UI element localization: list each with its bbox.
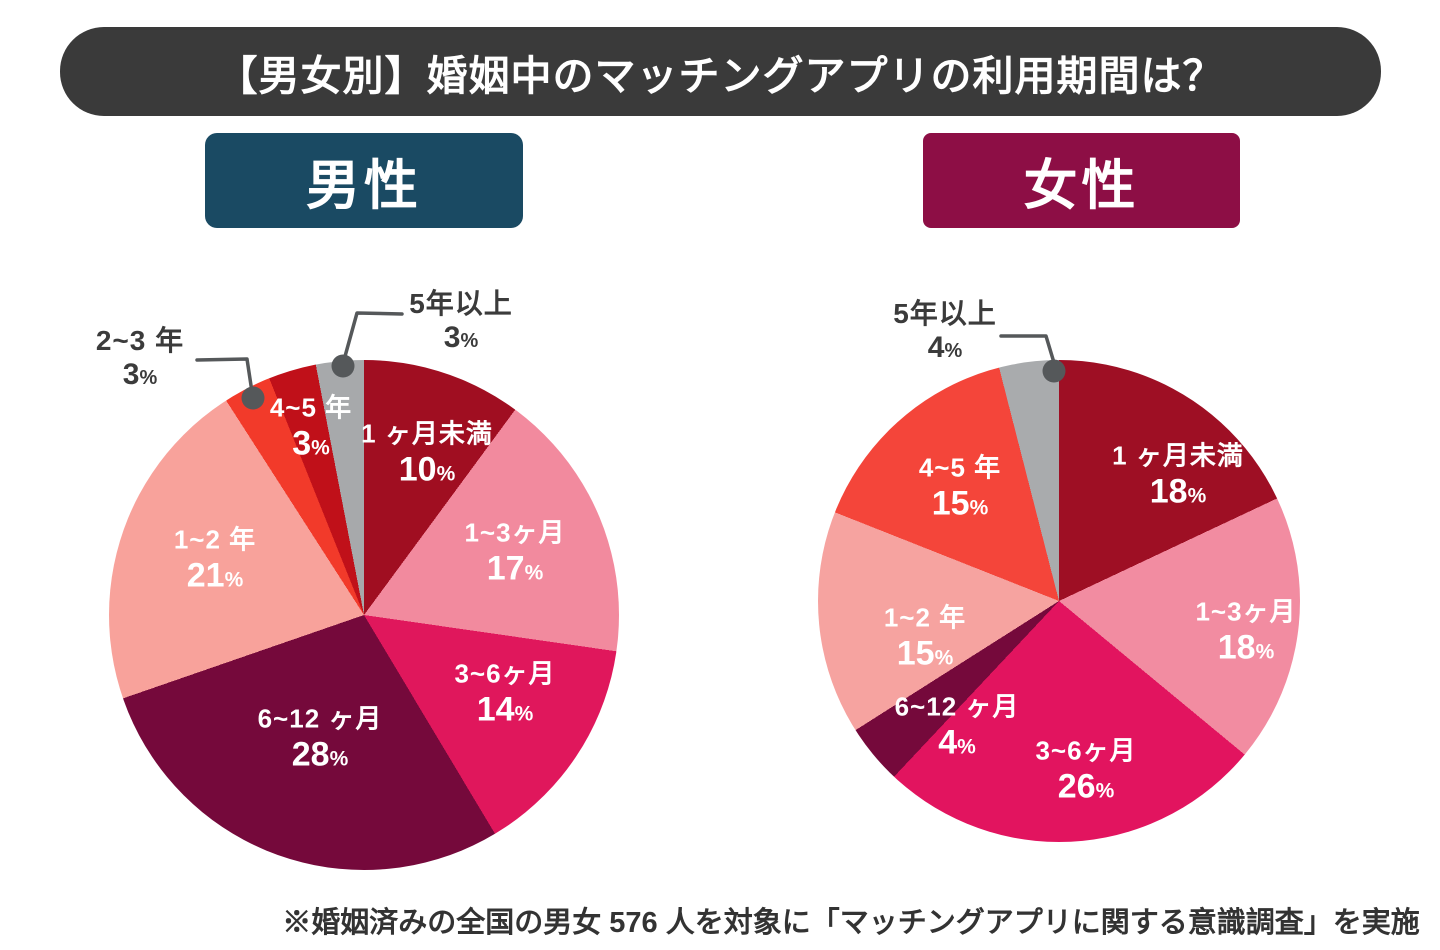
slice-label-male-0: 1 ヶ月未満 10% — [361, 419, 493, 490]
slice-name: 4~5 年 — [918, 452, 1002, 483]
survey-note: ※婚姻済みの全国の男女 576 人を対象に「マッチングアプリに関する意識調査」を… — [282, 907, 1420, 939]
slice-label-female-1: 1~3ヶ月 18% — [1195, 597, 1296, 668]
slice-percent: 18% — [1217, 628, 1275, 667]
slice-label-female-6: 5年以上 4% — [893, 297, 997, 365]
slice-label-female-3: 6~12 ヶ月 4% — [895, 692, 1020, 763]
slice-label-male-2: 3~6ヶ月 14% — [454, 659, 555, 730]
slice-percent: 28% — [291, 735, 349, 774]
slice-name: 1 ヶ月未満 — [361, 418, 493, 449]
female-pie-chart — [818, 360, 1300, 842]
slice-name: 1 ヶ月未満 — [1112, 440, 1244, 471]
slice-name: 6~12 ヶ月 — [257, 703, 383, 734]
percent-sign: % — [934, 646, 954, 670]
slice-percent: 10% — [398, 450, 456, 489]
slice-name: 1~2 年 — [883, 602, 967, 633]
percent-sign: % — [460, 329, 479, 352]
slice-name: 3~6ヶ月 — [1035, 735, 1137, 766]
title-banner: 【男女別】婚姻中のマッチングアプリの利用期間は？ — [60, 27, 1381, 116]
slice-percent: 4% — [938, 723, 976, 762]
callout-line-male-5 — [195, 357, 254, 394]
slice-name: 6~12 ヶ月 — [894, 691, 1020, 722]
slice-name: 1~2 年 — [173, 524, 257, 555]
percent-sign: % — [329, 747, 349, 771]
slice-percent: 3% — [122, 357, 158, 391]
male-panel-label: 男性 — [306, 156, 422, 216]
slice-label-female-0: 1 ヶ月未満 18% — [1112, 441, 1244, 512]
slice-label-male-4: 1~2 年 21% — [174, 525, 256, 596]
slice-percent: 4% — [927, 330, 963, 364]
percent-sign: % — [969, 496, 989, 520]
slice-percent: 14% — [476, 690, 534, 729]
percent-sign: % — [944, 339, 963, 362]
slice-name: 5年以上 — [409, 287, 513, 319]
slice-percent: 15% — [931, 484, 989, 523]
percent-sign: % — [224, 568, 244, 592]
slice-percent: 15% — [896, 634, 954, 673]
slice-label-male-5: 2~3 年 3% — [96, 324, 184, 392]
percent-sign: % — [1255, 640, 1275, 664]
percent-sign: % — [311, 436, 330, 460]
slice-percent: 3% — [292, 424, 330, 463]
slice-label-male-3: 6~12 ヶ月 28% — [258, 704, 383, 775]
slice-percent: 18% — [1149, 472, 1207, 511]
slice-name: 1~3ヶ月 — [1195, 596, 1297, 627]
percent-sign: % — [436, 462, 456, 486]
percent-sign: % — [139, 366, 158, 389]
slice-label-male-1: 1~3ヶ月 17% — [464, 518, 565, 589]
slice-name: 3~6ヶ月 — [454, 658, 556, 689]
male-pie-chart — [109, 360, 619, 870]
percent-sign: % — [514, 702, 534, 726]
page-title: 【男女別】婚姻中のマッチングアプリの利用期間は？ — [216, 52, 1225, 99]
female-panel-header: 女性 — [923, 133, 1240, 228]
slice-percent: 26% — [1057, 767, 1115, 806]
male-panel-header: 男性 — [205, 133, 523, 228]
percent-sign: % — [524, 561, 544, 585]
callout-line-male-7 — [342, 311, 404, 362]
slice-name: 2~3 年 — [95, 324, 185, 356]
slice-percent: 17% — [486, 549, 544, 588]
percent-sign: % — [1095, 779, 1115, 803]
slice-label-male-7: 5年以上 3% — [409, 287, 513, 355]
slice-label-male-6: 4~5 年 3% — [270, 393, 352, 464]
percent-sign: % — [1187, 484, 1207, 508]
slice-label-female-2: 3~6ヶ月 26% — [1035, 736, 1136, 807]
slice-name: 4~5 年 — [269, 392, 353, 423]
slice-name: 5年以上 — [893, 297, 997, 329]
female-panel-label: 女性 — [1023, 156, 1140, 216]
slice-label-female-5: 4~5 年 15% — [919, 453, 1001, 524]
slice-name: 1~3ヶ月 — [464, 517, 566, 548]
slice-percent: 21% — [186, 556, 244, 595]
slice-percent: 3% — [443, 320, 479, 354]
percent-sign: % — [957, 735, 976, 759]
slice-label-female-4: 1~2 年 15% — [884, 603, 966, 674]
